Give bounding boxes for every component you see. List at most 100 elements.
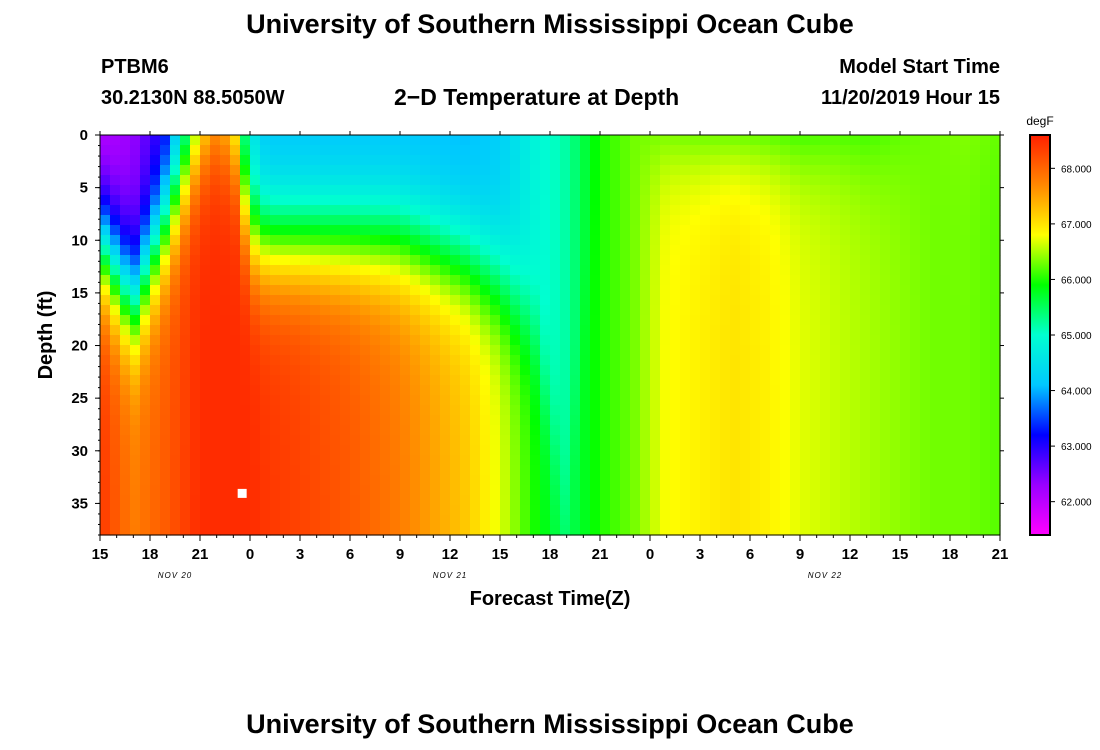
heatmap-cell (910, 335, 921, 346)
heatmap-cell (780, 455, 791, 466)
heatmap-cell (810, 485, 821, 496)
heatmap-cell (440, 235, 451, 246)
heatmap-cell (370, 195, 381, 206)
heatmap-cell (880, 265, 891, 276)
heatmap-cell (740, 495, 751, 506)
heatmap-cell (940, 525, 951, 536)
heatmap-cell (190, 495, 201, 506)
heatmap-cell (710, 135, 721, 146)
heatmap-cell (940, 295, 951, 306)
heatmap-cell (620, 185, 631, 196)
heatmap-cell (190, 335, 201, 346)
heatmap-cell (350, 195, 361, 206)
heatmap-cell (360, 205, 371, 216)
heatmap-cell (470, 495, 481, 506)
heatmap-cell (360, 405, 371, 416)
heatmap-cell (570, 155, 581, 166)
heatmap-cell (820, 325, 831, 336)
heatmap-cell (380, 415, 391, 426)
heatmap-cell (750, 165, 761, 176)
heatmap-cell (510, 215, 521, 226)
heatmap-cell (930, 195, 941, 206)
heatmap-cell (450, 185, 461, 196)
heatmap-cell (800, 265, 811, 276)
heatmap-cell (520, 345, 531, 356)
heatmap-cell (810, 275, 821, 286)
heatmap-cell (400, 495, 411, 506)
heatmap-cell (150, 445, 161, 456)
heatmap-cell (520, 225, 531, 236)
heatmap-cell (890, 285, 901, 296)
heatmap-cell (580, 405, 591, 416)
heatmap-cell (920, 285, 931, 296)
heatmap-cell (260, 135, 271, 146)
heatmap-cell (630, 405, 641, 416)
heatmap-cell (690, 305, 701, 316)
heatmap-cell (180, 495, 191, 506)
heatmap-cell (270, 225, 281, 236)
heatmap-cell (630, 505, 641, 516)
heatmap-cell (970, 425, 981, 436)
heatmap-cell (170, 395, 181, 406)
heatmap-cell (960, 385, 971, 396)
heatmap-cell (870, 355, 881, 366)
heatmap-cell (470, 445, 481, 456)
heatmap-cell (560, 305, 571, 316)
heatmap-cell (120, 275, 131, 286)
heatmap-cell (820, 225, 831, 236)
colorbar-tick-label: 68.000 (1061, 164, 1092, 175)
heatmap-cell (130, 155, 141, 166)
heatmap-cell (400, 485, 411, 496)
heatmap-cell (400, 195, 411, 206)
heatmap-cell (640, 495, 651, 506)
heatmap-cell (180, 175, 191, 186)
heatmap-cell (480, 175, 491, 186)
heatmap-cell (400, 375, 411, 386)
heatmap-cell (900, 385, 911, 396)
heatmap-cell (270, 135, 281, 146)
heatmap-cell (620, 195, 631, 206)
heatmap-cell (430, 235, 441, 246)
colorbar-tick-label: 62.000 (1061, 498, 1092, 509)
heatmap-cell (580, 235, 591, 246)
heatmap-cell (110, 515, 121, 526)
heatmap-cell (740, 185, 751, 196)
heatmap-cell (370, 255, 381, 266)
heatmap-cell (440, 475, 451, 486)
heatmap-cell (460, 425, 471, 436)
heatmap-cell (200, 205, 211, 216)
heatmap-cell (200, 365, 211, 376)
heatmap-cell (820, 135, 831, 146)
heatmap-cell (970, 285, 981, 296)
heatmap-cell (530, 285, 541, 296)
heatmap-cell (940, 185, 951, 196)
heatmap-cell (760, 495, 771, 506)
heatmap-cell (810, 445, 821, 456)
heatmap-cell (650, 335, 661, 346)
heatmap-cell (560, 425, 571, 436)
heatmap-cell (240, 185, 251, 196)
heatmap-cell (120, 425, 131, 436)
heatmap-cell (220, 455, 231, 466)
heatmap-cell (970, 205, 981, 216)
heatmap-cell (200, 235, 211, 246)
heatmap-cell (810, 455, 821, 466)
heatmap-cell (620, 345, 631, 356)
heatmap-cell (350, 155, 361, 166)
heatmap-cell (700, 305, 711, 316)
heatmap-cell (290, 455, 301, 466)
heatmap-cell (230, 195, 241, 206)
heatmap-cell (670, 175, 681, 186)
heatmap-cell (670, 185, 681, 196)
heatmap-cell (800, 515, 811, 526)
heatmap-cell (270, 325, 281, 336)
heatmap-cell (980, 265, 991, 276)
heatmap-cell (440, 265, 451, 276)
heatmap-cell (590, 415, 601, 426)
heatmap-cell (140, 355, 151, 366)
heatmap-cell (880, 495, 891, 506)
heatmap-cell (960, 325, 971, 336)
heatmap-cell (180, 195, 191, 206)
heatmap-cell (710, 465, 721, 476)
heatmap-cell (210, 375, 221, 386)
